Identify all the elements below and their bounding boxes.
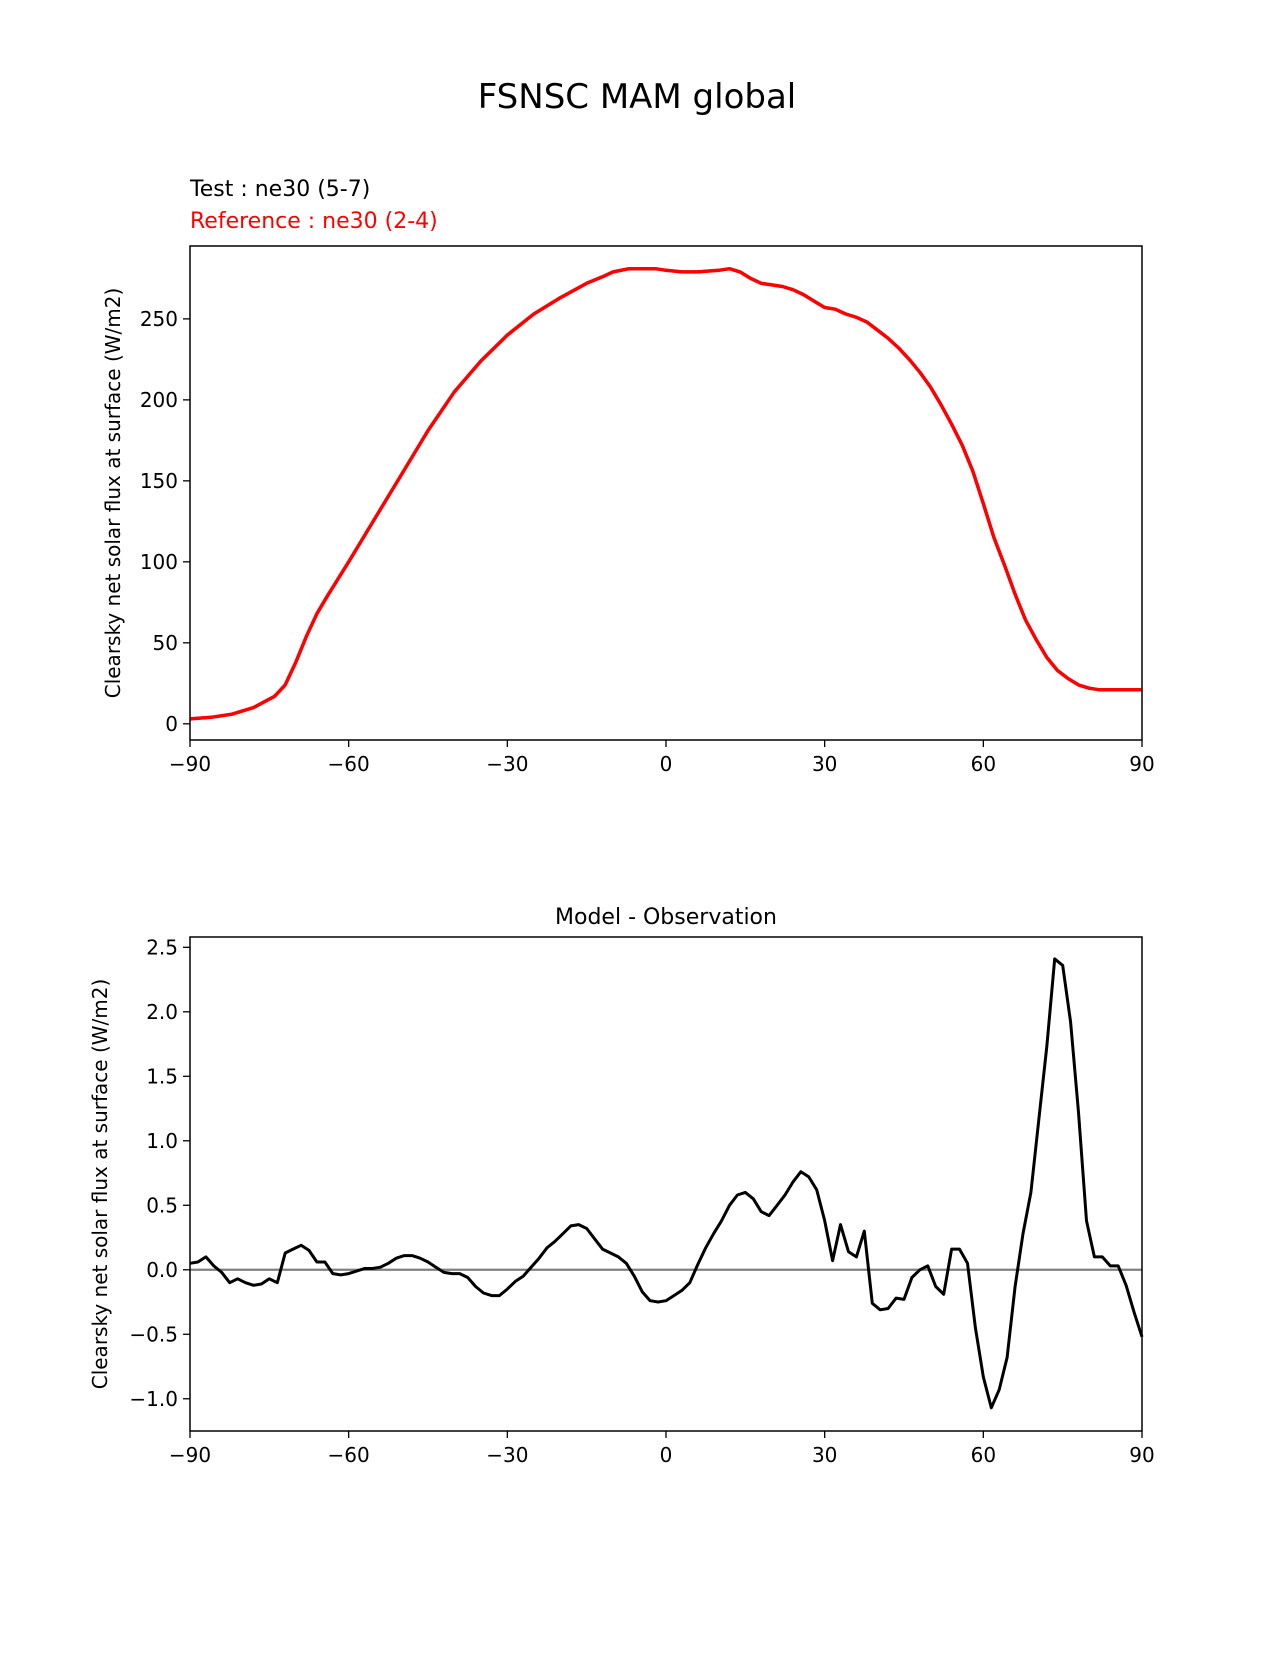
- y-tick-label: 0.5: [146, 1193, 178, 1217]
- y-tick-label: 1.0: [146, 1129, 178, 1153]
- bottom-panel-title: Model - Observation: [555, 905, 777, 930]
- y-tick-label: 2.5: [146, 935, 178, 959]
- bottom-panel-ylabel: Clearsky net solar flux at surface (W/m2…: [88, 979, 112, 1390]
- y-tick-label: −1.0: [129, 1387, 178, 1411]
- x-tick-label: 90: [1129, 752, 1154, 776]
- x-tick-label: 0: [660, 1443, 673, 1467]
- y-tick-label: 1.5: [146, 1064, 178, 1088]
- x-tick-label: 30: [812, 1443, 837, 1467]
- reference-series-line: [189, 266, 1142, 721]
- y-tick-label: 150: [140, 469, 178, 493]
- x-tick-label: −60: [328, 1443, 370, 1467]
- x-tick-label: 60: [971, 1443, 996, 1467]
- y-tick-label: 200: [140, 388, 178, 412]
- x-tick-label: 30: [812, 752, 837, 776]
- reference-subtitle: Reference : ne30 (2-4): [190, 209, 438, 234]
- test-subtitle: Test : ne30 (5-7): [189, 177, 370, 202]
- y-tick-label: 50: [153, 631, 178, 655]
- y-tick-label: 0: [165, 712, 178, 736]
- bottom-panel: Model - Observation −90 −60 −30 0 30 60 90 −1.0…: [88, 905, 1155, 1467]
- x-tick-label: −30: [486, 752, 528, 776]
- difference-series-line: [189, 957, 1144, 1410]
- y-tick-label: 250: [140, 307, 178, 331]
- y-tick-label: −0.5: [129, 1322, 178, 1346]
- x-tick-label: −60: [328, 752, 370, 776]
- y-tick-label: 0.0: [146, 1258, 178, 1282]
- top-panel: Test : ne30 (5-7) Reference : ne30 (2-4)…: [101, 177, 1155, 776]
- y-tick-label: 2.0: [146, 1000, 178, 1024]
- bottom-panel-ticks: −90 −60 −30 0 30 60 90 −1.0 −0.5 0.0 0.5 1.0 1.5 2.0 2…: [129, 935, 1154, 1467]
- top-panel-ticks: −90 −60 −30 0 30 60 90 0 50 100 150 200 250: [140, 307, 1155, 776]
- top-panel-ylabel: Clearsky net solar flux at surface (W/m2…: [101, 288, 125, 699]
- x-tick-label: 0: [660, 752, 673, 776]
- x-tick-label: 60: [971, 752, 996, 776]
- x-tick-label: −90: [169, 752, 211, 776]
- x-tick-label: −90: [169, 1443, 211, 1467]
- top-panel-frame: [189, 245, 1143, 741]
- figure-title: FSNSC MAM global: [478, 77, 797, 117]
- bottom-panel-frame: [189, 936, 1143, 1432]
- x-tick-label: 90: [1129, 1443, 1154, 1467]
- bottom-panel-lines: [189, 957, 1144, 1410]
- test-series-line: [189, 267, 1142, 721]
- x-tick-label: −30: [486, 1443, 528, 1467]
- y-tick-label: 100: [140, 550, 178, 574]
- top-panel-lines: [189, 266, 1142, 721]
